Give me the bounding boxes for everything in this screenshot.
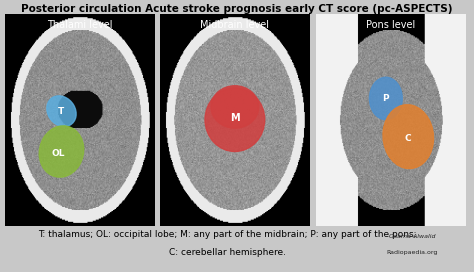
Text: Posterior circulation Acute stroke prognosis early CT score (pc-ASPECTS): Posterior circulation Acute stroke progn…	[21, 4, 453, 14]
Text: C: cerebellar hemisphere.: C: cerebellar hemisphere.	[169, 248, 286, 256]
Text: Midbrain level: Midbrain level	[201, 20, 269, 30]
Text: T: T	[58, 107, 64, 116]
Text: C: C	[405, 134, 411, 143]
Ellipse shape	[211, 86, 259, 128]
Text: M: M	[230, 113, 240, 123]
Text: T: thalamus; OL: occipital lobe; M: any part of the midbrain; P: any part of the: T: thalamus; OL: occipital lobe; M: any …	[38, 230, 417, 239]
Ellipse shape	[205, 88, 264, 152]
Text: OL: OL	[52, 149, 65, 158]
Text: Radiopaedia.org: Radiopaedia.org	[387, 250, 438, 255]
Text: Thalami level: Thalami level	[46, 20, 112, 30]
Ellipse shape	[383, 105, 434, 169]
Ellipse shape	[39, 126, 84, 177]
Ellipse shape	[47, 96, 76, 126]
Ellipse shape	[369, 77, 402, 120]
Text: P: P	[383, 94, 389, 103]
Text: Pons level: Pons level	[366, 20, 415, 30]
Text: Osama Alwalid: Osama Alwalid	[389, 234, 436, 239]
